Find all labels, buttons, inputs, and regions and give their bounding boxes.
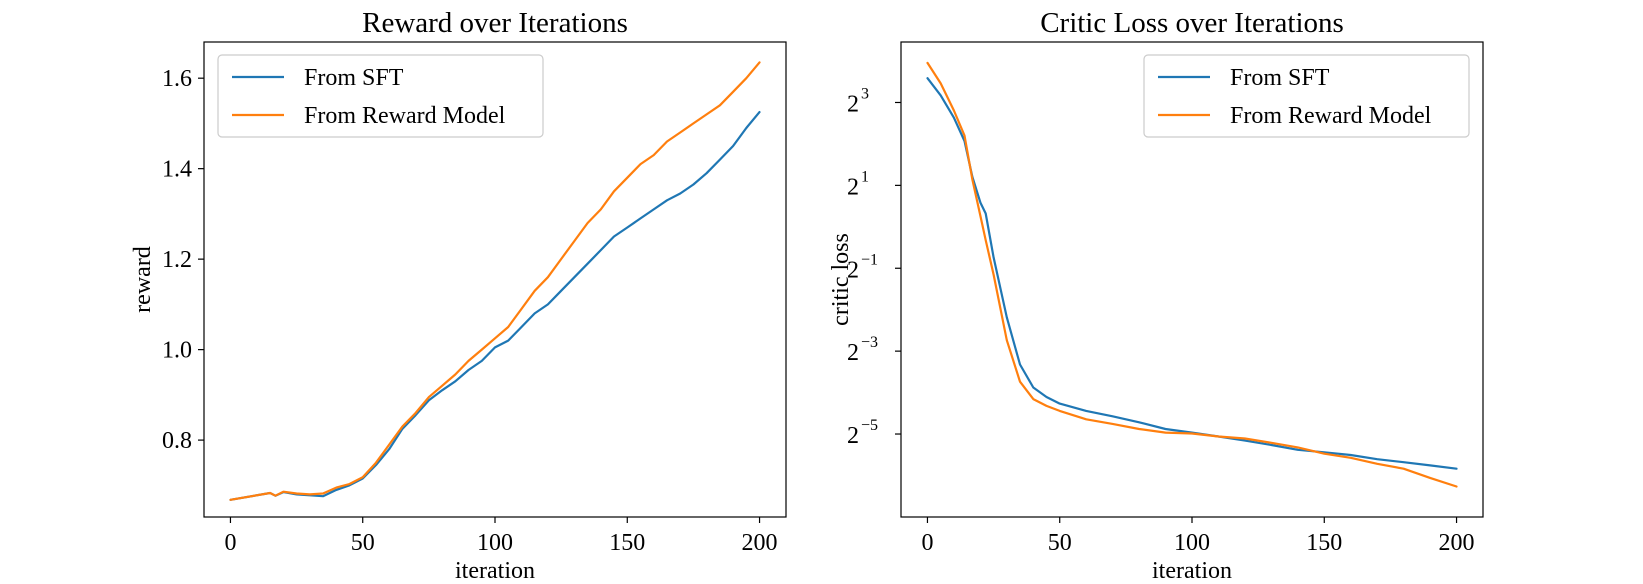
y-tick-label: 2	[847, 423, 859, 449]
series-line-from-sft	[229, 110, 761, 501]
x-tick-label: 0	[921, 530, 933, 556]
x-tick-label: 50	[351, 530, 375, 556]
x-axis-label: iteration	[1152, 558, 1232, 584]
x-tick-label: 50	[1048, 530, 1072, 556]
x-tick-label: 200	[1439, 530, 1475, 556]
y-tick-label: 2	[847, 257, 859, 283]
y-tick-exponent: 1	[861, 168, 869, 185]
chart-title: Reward over Iterations	[362, 7, 628, 39]
series-line-from-reward-model	[229, 61, 761, 501]
y-tick-exponent: −5	[861, 417, 878, 434]
legend-box	[217, 54, 544, 138]
x-tick-label: 100	[477, 530, 513, 556]
x-tick-label: 200	[742, 530, 778, 556]
y-tick-exponent: −3	[861, 334, 878, 351]
y-tick-label: 2	[847, 340, 859, 366]
x-tick-label: 100	[1174, 530, 1210, 556]
x-tick-label: 0	[224, 530, 236, 556]
y-tick-label: 1.0	[162, 338, 192, 364]
y-tick-label: 1.6	[162, 66, 192, 92]
y-axis-label: reward	[130, 246, 156, 313]
series-line-from-sft	[926, 77, 1458, 470]
reward-chart: 0 50 100 150 200 0.8 1.0 1.2 1.4 1.6 Reward over I…	[130, 7, 787, 584]
x-axis-label: iteration	[455, 558, 535, 584]
y-tick-label: 0.8	[162, 428, 192, 454]
legend-label: From SFT	[1230, 65, 1330, 91]
legend-label: From SFT	[304, 65, 404, 91]
x-tick-label: 150	[1306, 530, 1342, 556]
y-tick-exponent: −1	[861, 251, 878, 268]
y-tick-label: 1.4	[162, 157, 192, 183]
y-tick-exponent: 3	[861, 85, 869, 102]
legend-label: From Reward Model	[304, 103, 506, 129]
y-tick-label: 1.2	[162, 247, 192, 273]
x-tick-label: 150	[609, 530, 645, 556]
y-tick-label: 2	[847, 174, 859, 200]
y-axis-label: critic loss	[828, 233, 854, 326]
legend-label: From Reward Model	[1230, 103, 1432, 129]
legend-box	[1143, 54, 1470, 138]
chart-title: Critic Loss over Iterations	[1040, 7, 1344, 39]
y-tick-label: 2	[847, 91, 859, 117]
series-line-from-reward-model	[926, 61, 1458, 488]
